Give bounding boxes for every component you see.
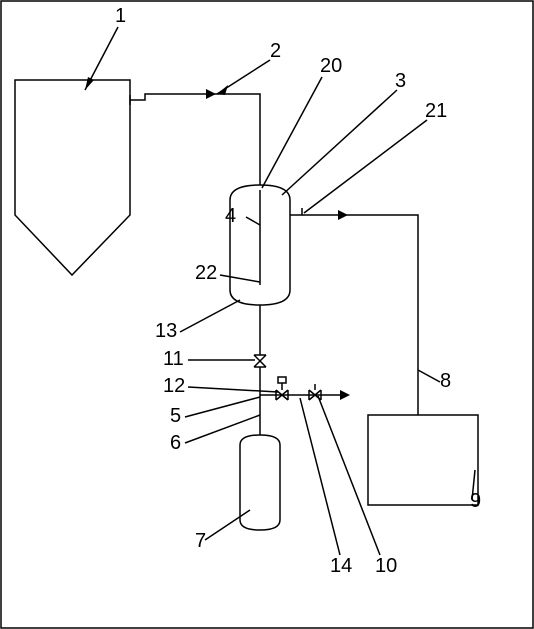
label-6: 6 — [170, 432, 181, 455]
tank-7 — [240, 435, 280, 530]
label-4: 4 — [225, 205, 236, 228]
label-2: 2 — [270, 40, 281, 63]
leader-3 — [282, 90, 397, 195]
label-7: 7 — [195, 530, 206, 553]
leader-20 — [262, 77, 322, 188]
label-1: 1 — [115, 5, 126, 28]
box-9 — [368, 415, 478, 505]
leader-12 — [188, 387, 278, 392]
valve-11 — [254, 355, 266, 367]
label-13: 13 — [155, 320, 177, 343]
leader-22 — [220, 275, 260, 282]
label-20: 20 — [320, 55, 342, 78]
label-14: 14 — [330, 555, 352, 578]
label-9: 9 — [470, 490, 481, 513]
pipe-2 — [130, 94, 260, 185]
leader-5 — [185, 397, 260, 417]
label-22: 22 — [195, 262, 217, 285]
label-10: 10 — [375, 555, 397, 578]
leader-13 — [180, 300, 240, 332]
leader-21 — [304, 120, 427, 213]
label-5: 5 — [170, 405, 181, 428]
label-12: 12 — [163, 375, 185, 398]
port-21 — [290, 208, 302, 215]
arrow-pipe-8 — [338, 210, 348, 220]
leader-4 — [246, 217, 260, 225]
leader-10 — [318, 396, 380, 555]
vessel-1 — [15, 80, 130, 275]
leader-8 — [418, 370, 440, 382]
label-8: 8 — [440, 370, 451, 393]
pipe-8 — [302, 215, 418, 415]
leader-14 — [300, 398, 340, 555]
leader-7 — [205, 510, 250, 540]
label-21: 21 — [425, 100, 447, 123]
leader-6 — [185, 415, 260, 443]
diagram-svg — [0, 0, 534, 629]
label-3: 3 — [395, 70, 406, 93]
valve-12 — [276, 377, 288, 400]
arrow-pipe-2 — [206, 89, 216, 99]
label-11: 11 — [163, 348, 184, 371]
arrow-pipe-14 — [340, 390, 350, 400]
